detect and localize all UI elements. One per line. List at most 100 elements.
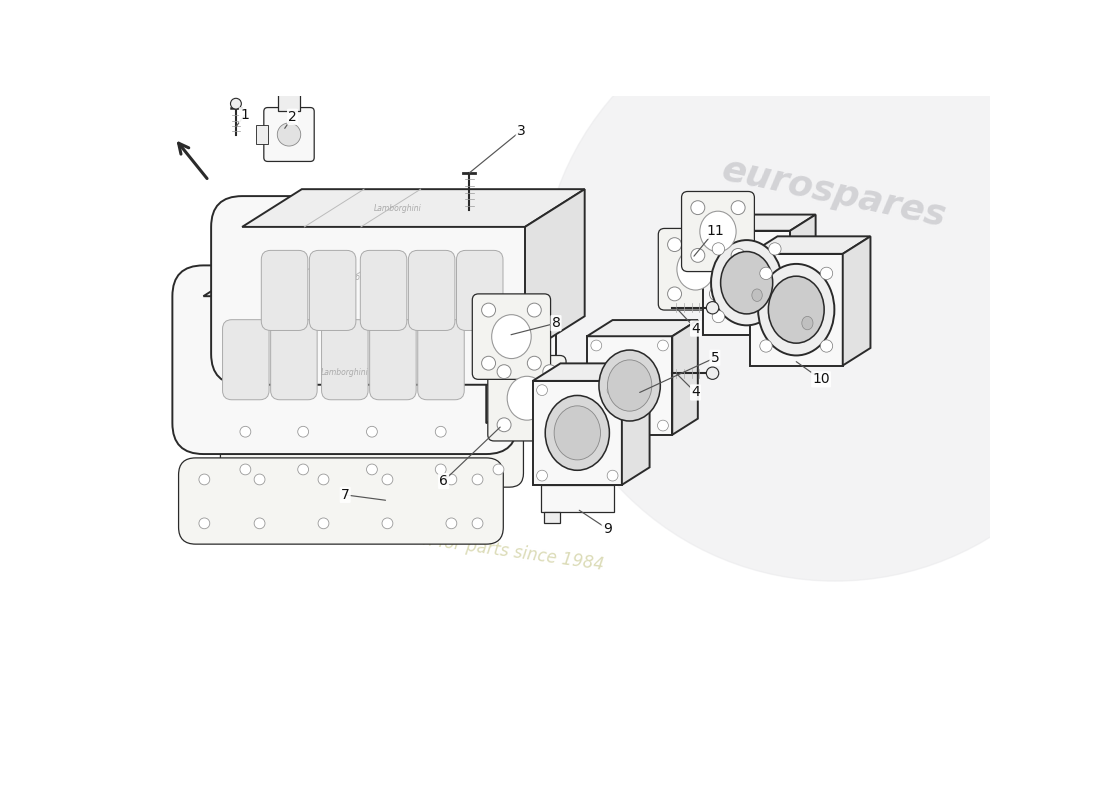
Polygon shape — [525, 189, 585, 354]
FancyBboxPatch shape — [309, 250, 356, 330]
Circle shape — [527, 303, 541, 317]
Circle shape — [493, 426, 504, 437]
Circle shape — [591, 340, 602, 351]
Circle shape — [710, 287, 724, 301]
Polygon shape — [672, 320, 697, 435]
Text: eurospares: eurospares — [718, 153, 949, 234]
Circle shape — [497, 365, 512, 378]
Circle shape — [446, 474, 456, 485]
Circle shape — [366, 464, 377, 475]
Ellipse shape — [700, 211, 736, 252]
Polygon shape — [532, 381, 621, 485]
FancyBboxPatch shape — [211, 196, 556, 385]
Circle shape — [497, 418, 512, 432]
FancyBboxPatch shape — [222, 320, 270, 400]
Circle shape — [446, 518, 456, 529]
FancyBboxPatch shape — [264, 107, 315, 162]
Polygon shape — [750, 236, 870, 254]
Circle shape — [760, 340, 772, 352]
FancyBboxPatch shape — [370, 320, 416, 400]
Text: 4: 4 — [691, 322, 700, 335]
Polygon shape — [843, 236, 870, 366]
Text: 7: 7 — [341, 488, 350, 502]
Ellipse shape — [802, 316, 813, 330]
Polygon shape — [703, 214, 815, 230]
Circle shape — [760, 267, 772, 279]
Circle shape — [537, 470, 548, 481]
Ellipse shape — [758, 264, 835, 355]
Polygon shape — [587, 320, 697, 336]
Circle shape — [537, 385, 548, 395]
FancyBboxPatch shape — [321, 320, 368, 400]
Polygon shape — [613, 435, 647, 450]
Text: Lamborghini: Lamborghini — [336, 273, 383, 282]
Polygon shape — [540, 485, 614, 512]
Circle shape — [712, 310, 725, 322]
Circle shape — [691, 249, 705, 262]
Circle shape — [199, 518, 210, 529]
Text: 2: 2 — [288, 110, 297, 124]
Ellipse shape — [711, 240, 782, 326]
Polygon shape — [204, 258, 546, 296]
Circle shape — [482, 356, 495, 370]
FancyBboxPatch shape — [658, 229, 733, 310]
Text: 5: 5 — [711, 350, 719, 365]
FancyBboxPatch shape — [271, 320, 317, 400]
Circle shape — [668, 287, 682, 301]
Circle shape — [240, 426, 251, 437]
Circle shape — [298, 426, 309, 437]
Polygon shape — [532, 363, 650, 381]
Text: 10: 10 — [812, 372, 829, 386]
Circle shape — [712, 242, 725, 255]
Circle shape — [527, 356, 541, 370]
Circle shape — [482, 303, 495, 317]
FancyBboxPatch shape — [682, 191, 755, 271]
Circle shape — [472, 518, 483, 529]
Circle shape — [199, 474, 210, 485]
Ellipse shape — [507, 376, 547, 420]
Circle shape — [710, 238, 724, 251]
Circle shape — [366, 426, 377, 437]
Ellipse shape — [607, 360, 652, 411]
Ellipse shape — [492, 314, 531, 358]
Ellipse shape — [720, 251, 772, 314]
Polygon shape — [278, 92, 299, 111]
Ellipse shape — [277, 123, 300, 146]
FancyBboxPatch shape — [361, 250, 407, 330]
Polygon shape — [544, 512, 560, 523]
Polygon shape — [703, 230, 790, 334]
Circle shape — [240, 464, 251, 475]
Circle shape — [591, 420, 602, 431]
Circle shape — [821, 340, 833, 352]
FancyBboxPatch shape — [456, 250, 503, 330]
Text: Lamborghini: Lamborghini — [374, 203, 421, 213]
Circle shape — [607, 470, 618, 481]
Circle shape — [658, 340, 669, 351]
Circle shape — [769, 242, 781, 255]
Circle shape — [254, 518, 265, 529]
Circle shape — [706, 367, 718, 379]
Circle shape — [769, 310, 781, 322]
FancyBboxPatch shape — [418, 320, 464, 400]
FancyBboxPatch shape — [178, 458, 504, 544]
Circle shape — [436, 426, 447, 437]
Polygon shape — [486, 258, 546, 423]
Text: 9: 9 — [603, 522, 612, 536]
Polygon shape — [790, 214, 815, 334]
Circle shape — [607, 385, 618, 395]
Text: 11: 11 — [706, 224, 724, 238]
Circle shape — [436, 464, 447, 475]
Circle shape — [254, 474, 265, 485]
Circle shape — [732, 249, 745, 262]
Text: 8: 8 — [551, 316, 560, 330]
Circle shape — [382, 518, 393, 529]
Ellipse shape — [676, 249, 714, 290]
Circle shape — [298, 464, 309, 475]
Circle shape — [493, 464, 504, 475]
Ellipse shape — [546, 395, 609, 470]
FancyBboxPatch shape — [173, 266, 517, 454]
Text: 3: 3 — [517, 124, 526, 138]
Circle shape — [472, 474, 483, 485]
FancyBboxPatch shape — [220, 414, 524, 487]
Polygon shape — [621, 363, 650, 485]
